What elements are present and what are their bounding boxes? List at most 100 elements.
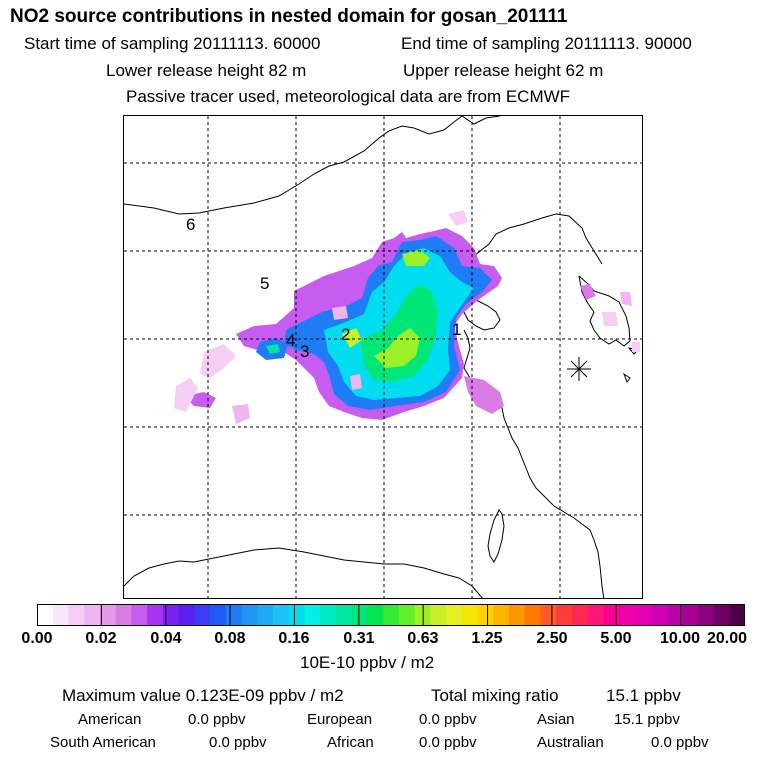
colorbar-cell [587, 604, 604, 626]
colorbar-cell [398, 604, 416, 626]
colorbar-cell [729, 604, 745, 626]
colorbar-cell [273, 604, 290, 626]
colorbar-cell [162, 604, 180, 626]
china-coast-east [463, 329, 605, 598]
region-african-value: 0.0 ppbv [419, 734, 477, 751]
plume-hole [332, 306, 348, 320]
region-american-name: American [78, 711, 142, 728]
colorbar-cell [241, 604, 258, 626]
border-line-north [124, 116, 463, 215]
region-label-4: 4 [286, 331, 295, 350]
colorbar-tick-3: 0.08 [214, 630, 246, 647]
region-african-name: African [327, 734, 374, 751]
colorbar-cell [257, 604, 274, 626]
lower-release-height-label: Lower release height 82 m [106, 61, 307, 80]
receptor-marker-icon [567, 357, 591, 381]
colorbar-cell [210, 604, 227, 626]
colorbar-cell [430, 604, 447, 626]
plume-tail-se [464, 376, 504, 414]
colorbar-cell [367, 604, 384, 626]
plume-faint-3 [232, 404, 250, 424]
colorbar-tick-5: 0.31 [343, 630, 375, 647]
region-label-5: 5 [260, 274, 269, 293]
region-label-3: 3 [300, 342, 309, 361]
upper-release-height-label: Upper release height 62 m [403, 61, 604, 80]
colorbar-cell [225, 604, 243, 626]
region-label-1: 1 [452, 320, 461, 339]
border-west [124, 547, 483, 598]
start-time-label: Start time of sampling 20111113. 60000 [24, 34, 321, 53]
colorbar-cell [697, 604, 715, 626]
grid-lines [124, 116, 642, 598]
colorbar-cell [320, 604, 337, 626]
chart-title: NO2 source contributions in nested domai… [10, 6, 568, 27]
region-south-american-name: South American [50, 734, 156, 751]
region-european-name: European [307, 711, 373, 728]
colorbar-tick-4: 0.16 [278, 630, 310, 647]
colorbar-cell [524, 604, 542, 626]
border-korea-north [459, 213, 603, 267]
region-label-2: 2 [341, 325, 350, 344]
taiwan-island [487, 509, 505, 563]
total-mixing-ratio: Total mixing ratio 15.1 ppbv [431, 686, 681, 706]
region-asian-value: 15.1 ppbv [614, 711, 680, 728]
colorbar-unit-label: 10E-10 ppbv / m2 [300, 653, 435, 672]
colorbar-cell [288, 604, 306, 626]
colorbar-cell [37, 604, 54, 626]
colorbar-tick-6: 0.63 [407, 630, 439, 647]
plume-hotspot-2 [342, 328, 362, 348]
colorbar-cell [493, 604, 510, 626]
colorbar-tick-10: 10.00 [659, 630, 701, 647]
colorbar-cell [666, 604, 683, 626]
region-european-value: 0.0 ppbv [419, 711, 477, 728]
colorbar-cell [304, 604, 321, 626]
colorbar-cell [383, 604, 400, 626]
colorbar-cell [619, 604, 636, 626]
colorbar-cell [147, 604, 164, 626]
colorbar-tick-0: 0.00 [21, 630, 53, 647]
colorbar-cell [178, 604, 195, 626]
end-time-label: End time of sampling 20111113. 90000 [401, 34, 692, 53]
plume-hotspot-north [402, 250, 430, 266]
border-line-northeast [461, 116, 501, 125]
region-south-american-value: 0.0 ppbv [209, 734, 267, 751]
colorbar-tick-9: 5.00 [600, 630, 632, 647]
colorbar-cell [477, 604, 494, 626]
region-asian-name: Asian [537, 711, 575, 728]
coastlines [124, 116, 639, 598]
colorbar-cell [52, 604, 70, 626]
colorbar-cell [509, 604, 526, 626]
total-mixing-ratio-label: Total mixing ratio [431, 686, 559, 705]
colorbar-tick-7: 1.25 [471, 630, 503, 647]
colorbar-cell [335, 604, 353, 626]
map-svg: 1 2 3 4 5 6 [124, 116, 642, 598]
region-label-6: 6 [186, 215, 195, 234]
plume [174, 210, 640, 424]
colorbar-cell [634, 604, 652, 626]
colorbar-cell [68, 604, 85, 626]
colorbar [37, 604, 745, 626]
colorbar-cell [650, 604, 667, 626]
colorbar-cell [351, 604, 368, 626]
region-australian-name: Australian [537, 734, 604, 751]
colorbar-cell [131, 604, 148, 626]
plume-faint-4 [448, 210, 468, 226]
total-mixing-ratio-value: 15.1 ppbv [606, 686, 681, 705]
colorbar-cell [682, 604, 699, 626]
plume-yellowgreen [374, 328, 420, 368]
region-australian-value: 0.0 ppbv [651, 734, 709, 751]
maximum-value-label: Maximum value 0.123E-09 ppbv / m2 [62, 686, 344, 705]
plume-korea-4 [632, 342, 640, 352]
plume-west-blob-core [266, 344, 280, 354]
tracer-info-label: Passive tracer used, meteorological data… [126, 87, 571, 106]
plume-korea-2 [620, 292, 632, 306]
plume-faint-1 [200, 344, 236, 378]
region-american-value: 0.0 ppbv [188, 711, 246, 728]
colorbar-tick-1: 0.02 [85, 630, 117, 647]
colorbar-cell [540, 604, 557, 626]
plume-faint-2 [174, 378, 198, 412]
colorbar-tick-11: 20.00 [706, 630, 748, 647]
colorbar-cell [556, 604, 573, 626]
colorbar-cell [194, 604, 211, 626]
map-panel: 1 2 3 4 5 6 [123, 115, 643, 599]
